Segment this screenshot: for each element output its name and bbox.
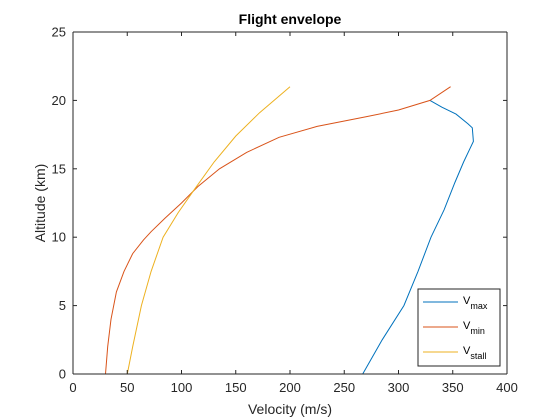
y-tick-label: 5 (59, 298, 66, 313)
x-tick-label: 200 (279, 380, 301, 395)
x-tick-label: 400 (496, 380, 518, 395)
series-line-v-max (362, 99, 474, 375)
ticks-layer: 0 50 100 150 200 250 300 350 400 0 5 10 15 20 25 (52, 25, 518, 396)
x-tick-label: 350 (442, 380, 464, 395)
series-layer (105, 86, 474, 375)
y-tick-label: 0 (59, 367, 66, 382)
x-tick-label: 100 (171, 380, 193, 395)
x-tick-label: 150 (225, 380, 247, 395)
x-tick-label: 0 (69, 380, 76, 395)
x-tick-label: 50 (120, 380, 134, 395)
y-tick-label: 20 (52, 93, 66, 108)
x-tick-label: 250 (333, 380, 355, 395)
chart-title: Flight envelope (239, 11, 342, 27)
y-axis-title: Altitude (km) (32, 164, 48, 243)
x-tick-label: 300 (388, 380, 410, 395)
series-line-v-min (105, 86, 451, 375)
x-axis-title: Velocity (m/s) (248, 401, 332, 417)
series-line-v-stall (126, 86, 291, 375)
y-tick-label: 25 (52, 25, 66, 40)
y-tick-label: 15 (52, 161, 66, 176)
y-tick-label: 10 (52, 230, 66, 245)
